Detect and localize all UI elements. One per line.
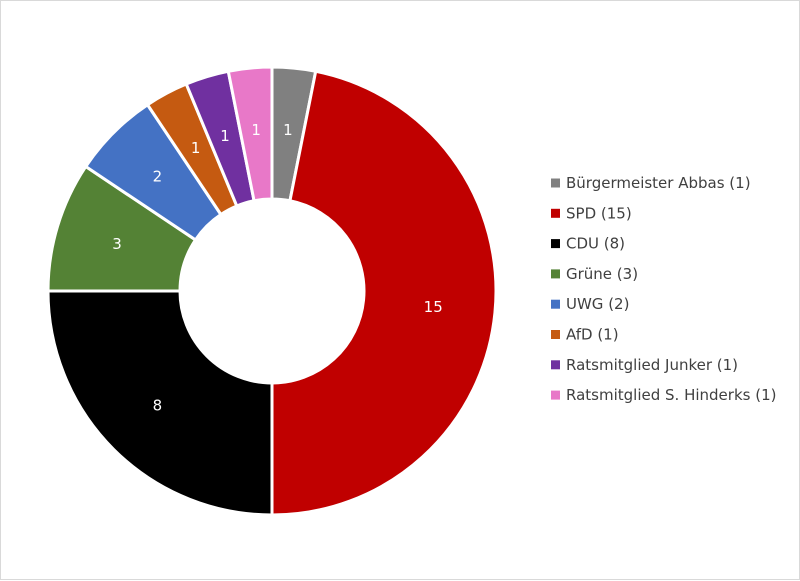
legend-item-spd: SPD (15) [551,204,632,222]
slice-spd [270,69,498,517]
legend-item-gruene: Grüne (3) [551,265,638,283]
slice-cdu [46,289,274,517]
legend-swatch [551,299,560,309]
legend-swatch [551,208,560,218]
legend-item-buergermeister-abbas: Bürgermeister Abbas (1) [551,174,751,192]
data-label-spd: 15 [424,298,443,316]
legend-label: Grüne (3) [566,265,638,283]
data-label-ratsmitglied-junker: 1 [220,127,230,145]
data-label-ratsmitglied-s-hinderks: 1 [251,121,261,139]
data-label-uwg: 2 [153,167,163,185]
legend-label: SPD (15) [566,204,632,222]
legend-item-ratsmitglied-junker: Ratsmitglied Junker (1) [551,356,738,374]
legend-label: UWG (2) [566,295,629,313]
data-label-buergermeister-abbas: 1 [283,121,293,139]
legend-item-ratsmitglied-s-hinderks: Ratsmitglied S. Hinderks (1) [551,386,776,404]
legend-label: AfD (1) [566,326,619,344]
legend-swatch [551,239,560,249]
legend-item-cdu: CDU (8) [551,235,625,253]
legend-swatch [551,178,560,188]
donut-slices [46,65,498,517]
legend-label: CDU (8) [566,235,625,253]
data-labels: 1 15 8 3 2 1 1 1 [112,121,443,415]
slice-ratsmitglied-s-hinderks [226,65,274,203]
data-label-gruene: 3 [112,235,122,253]
legend-swatch [551,360,560,370]
legend-swatch [551,330,560,339]
legend-label: Bürgermeister Abbas (1) [566,174,751,192]
legend-label: Ratsmitglied S. Hinderks (1) [566,386,776,404]
data-label-afd: 1 [191,139,201,157]
legend-item-afd: AfD (1) [551,326,619,344]
legend-swatch [551,390,560,400]
legend-swatch [551,269,560,279]
legend: Bürgermeister Abbas (1) SPD (15) CDU (8) Gr… [551,174,776,404]
data-label-cdu: 8 [153,397,163,415]
legend-item-uwg: UWG (2) [551,295,629,313]
legend-label: Ratsmitglied Junker (1) [566,356,738,374]
